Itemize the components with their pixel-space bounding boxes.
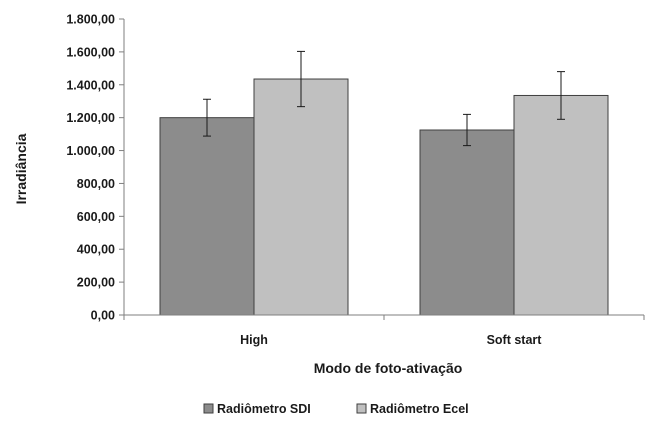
y-axis-title: Irradiância xyxy=(13,133,29,204)
legend-swatch xyxy=(203,403,214,414)
legend-label: Radiômetro Ecel xyxy=(370,402,469,416)
x-tick-label: Soft start xyxy=(487,333,543,347)
bars xyxy=(159,78,609,316)
error-bars xyxy=(203,50,565,147)
y-tick-label: 200,00 xyxy=(77,276,115,290)
y-tick-label: 1.800,00 xyxy=(66,13,115,27)
bar-sdi-1 xyxy=(419,129,515,316)
y-tick-label: 1.400,00 xyxy=(66,78,115,92)
legend: Radiômetro SDI Radiômetro Ecel xyxy=(203,402,469,416)
bar-ecel-0 xyxy=(253,78,349,316)
x-axis-ticks: High Soft start xyxy=(123,315,645,347)
y-axis-ticks: 0,00 200,00 400,00 600,00 800,00 1.000,00 1.20… xyxy=(66,13,124,323)
y-tick-label: 400,00 xyxy=(77,243,115,257)
y-tick-label: 1.600,00 xyxy=(66,45,115,59)
legend-swatch xyxy=(356,403,367,414)
y-tick-label: 1.200,00 xyxy=(66,111,115,125)
x-axis-title: Modo de foto-ativação xyxy=(314,360,463,376)
y-tick-label: 0,00 xyxy=(91,309,115,323)
y-tick-label: 800,00 xyxy=(77,177,115,191)
bar-sdi-0 xyxy=(159,117,255,316)
y-tick-label: 1.000,00 xyxy=(66,144,115,158)
bar-ecel-1 xyxy=(513,94,609,316)
y-tick-label: 600,00 xyxy=(77,210,115,224)
x-tick-label: High xyxy=(240,333,268,347)
legend-label: Radiômetro SDI xyxy=(217,402,311,416)
